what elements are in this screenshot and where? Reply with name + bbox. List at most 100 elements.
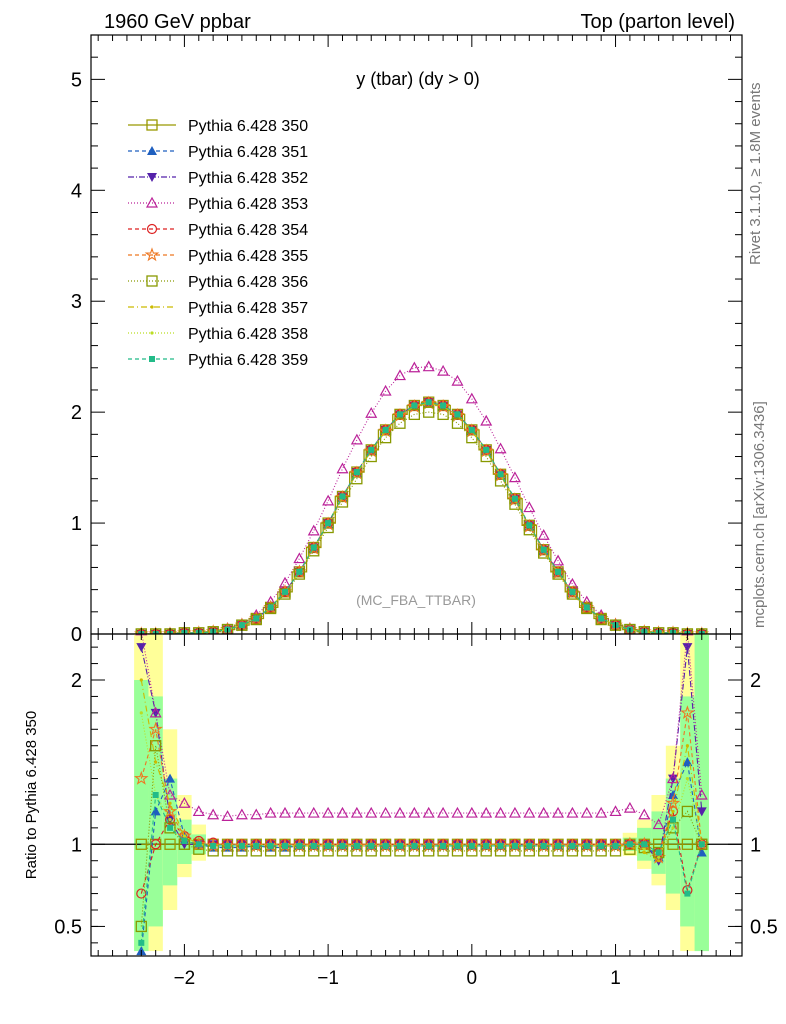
point-3-17	[379, 384, 392, 396]
point-7-37	[671, 809, 675, 814]
point-9-18	[396, 842, 403, 849]
point-9-4	[195, 841, 202, 848]
point-5-2	[162, 626, 178, 634]
series-line-9	[140, 792, 703, 943]
point-1-1	[150, 806, 161, 816]
point-0-0	[135, 838, 147, 850]
point-9-15	[353, 469, 360, 476]
point-9-36	[655, 849, 662, 856]
band-green-10	[694, 634, 709, 952]
point-3-36	[652, 818, 665, 830]
legend-marker-9	[149, 356, 155, 362]
point-3-1	[149, 706, 162, 718]
point-5-2	[162, 803, 178, 818]
point-9-30	[569, 588, 576, 595]
point-3-35	[638, 808, 651, 820]
point-3-26	[508, 471, 521, 483]
point-3-29	[552, 806, 565, 818]
point-9-1	[152, 792, 159, 798]
series-line-4	[140, 809, 703, 894]
point-5-1	[148, 626, 164, 634]
point-9-30	[569, 842, 576, 849]
point-7-1	[154, 760, 158, 764]
point-0-2	[164, 838, 176, 850]
legend-marker-7	[150, 305, 154, 309]
point-9-20	[425, 842, 432, 849]
point-9-24	[483, 446, 490, 453]
point-9-37	[670, 816, 677, 823]
point-1-38	[682, 757, 693, 767]
point-3-30	[566, 806, 579, 818]
point-3-22	[451, 374, 464, 386]
point-3-21	[437, 364, 450, 376]
point-5-4	[191, 625, 207, 634]
point-9-32	[598, 842, 605, 849]
point-7-38	[685, 744, 689, 748]
point-6-6	[221, 623, 234, 634]
point-3-8	[250, 808, 263, 820]
point-5-36	[651, 625, 667, 634]
point-3-16	[365, 407, 378, 418]
point-9-8	[253, 615, 260, 622]
x-tick-label-3: 1	[610, 968, 621, 989]
legend-marker-6	[146, 275, 158, 287]
point-3-11	[293, 806, 306, 818]
y-tick-label-right-1: 1	[750, 834, 761, 856]
legend-label-4: Pythia 6.428 354	[188, 222, 308, 239]
point-9-13	[325, 842, 332, 849]
point-3-29	[552, 554, 565, 566]
chart-title: y (tbar) (dy > 0)	[356, 69, 480, 89]
point-3-20	[422, 360, 435, 372]
point-9-7	[238, 622, 245, 629]
point-0-37	[667, 838, 679, 850]
point-6-38	[681, 805, 694, 818]
point-9-16	[368, 842, 375, 849]
series-line-2	[140, 646, 703, 862]
header-left: 1960 GeV ppbar	[104, 11, 251, 33]
legend-item-6: Pythia 6.428 356	[128, 274, 308, 291]
point-3-17	[379, 806, 392, 818]
legend-label-0: Pythia 6.428 350	[188, 118, 308, 135]
y-tick-label-3: 3	[71, 291, 82, 313]
point-7-0	[139, 678, 143, 682]
point-8-37	[671, 826, 675, 830]
legend-marker-1	[147, 146, 157, 155]
legend-item-1: Pythia 6.428 351	[128, 144, 308, 161]
point-2-0	[136, 643, 147, 653]
point-3-23	[465, 806, 478, 818]
point-3-18	[393, 806, 406, 818]
point-9-25	[497, 842, 504, 849]
series-line-6	[140, 745, 703, 927]
series-6	[135, 740, 708, 933]
point-3-11	[293, 552, 306, 564]
point-5-1	[148, 721, 163, 736]
point-9-25	[497, 471, 504, 478]
point-8-2	[168, 818, 172, 822]
point-8-0	[139, 711, 143, 715]
series-line-3	[141, 366, 702, 634]
point-1-37	[668, 790, 679, 799]
legend-marker-5	[144, 247, 160, 262]
ratio-panel: −2 −1 0 1 0.5 0.5 1 1 2 2	[54, 633, 778, 989]
point-3-18	[393, 369, 406, 381]
point-6-32	[595, 613, 607, 626]
y-tick-label-0: 0	[71, 624, 82, 646]
point-5-38	[680, 626, 695, 634]
point-6-20	[423, 406, 435, 418]
point-9-6	[224, 842, 231, 849]
point-3-21	[437, 806, 450, 818]
point-9-27	[526, 522, 533, 529]
point-9-22	[454, 842, 461, 849]
legend-label-2: Pythia 6.428 352	[188, 170, 308, 187]
legend-item-7: Pythia 6.428 357	[128, 300, 308, 317]
point-9-23	[468, 426, 475, 433]
point-3-14	[336, 462, 349, 474]
point-9-27	[526, 842, 533, 849]
point-5-16	[363, 443, 379, 458]
point-4-37	[667, 806, 679, 817]
series-5	[134, 705, 710, 864]
point-9-38	[684, 890, 691, 897]
point-3-20	[422, 806, 435, 818]
point-6-9	[264, 602, 277, 615]
legend: Pythia 6.428 350 Pythia 6.428 351 Pythia 6…	[128, 118, 308, 369]
